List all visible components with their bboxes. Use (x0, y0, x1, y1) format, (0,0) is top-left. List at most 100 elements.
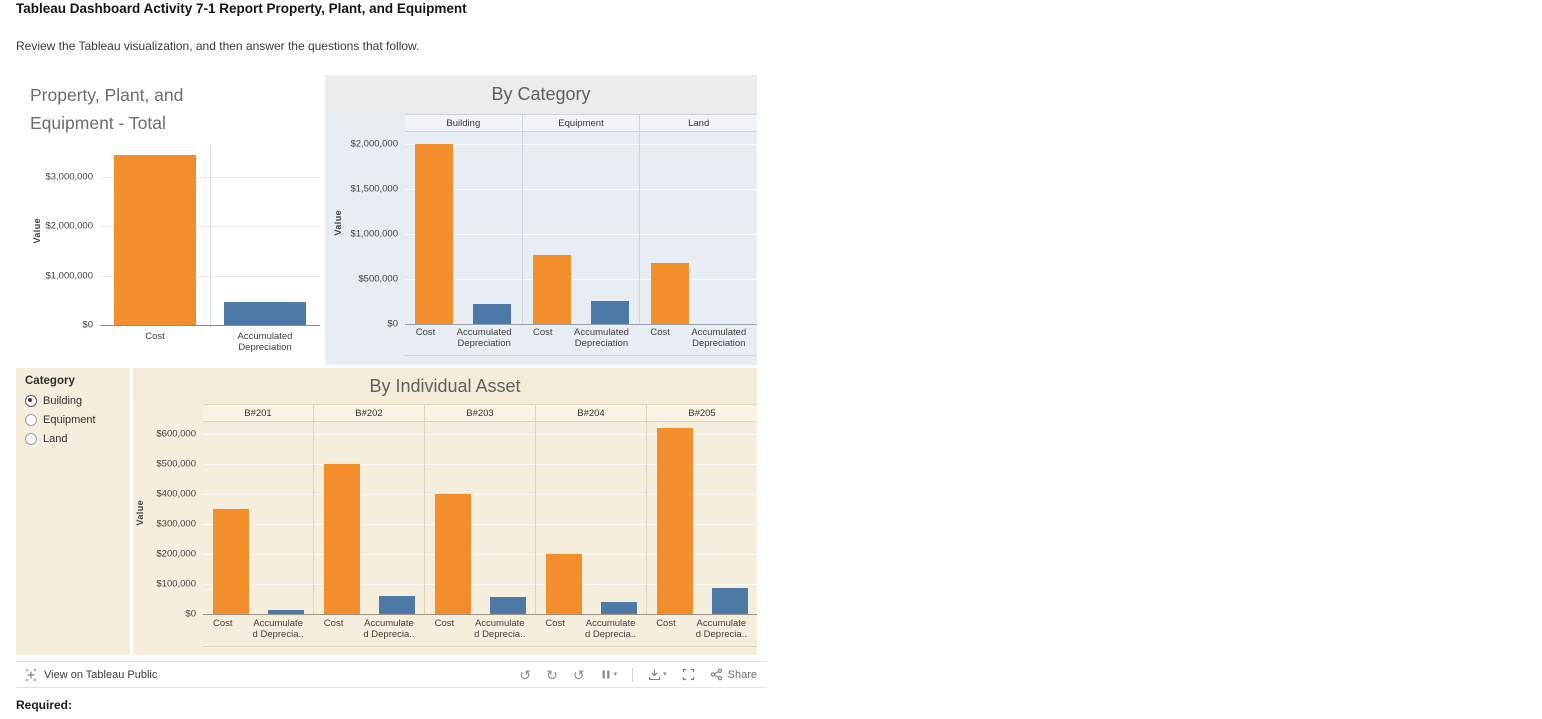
by-category-chart: By Category Building Equipment Land Value … (325, 75, 757, 365)
chart-pane (535, 420, 646, 614)
bar-b-204-accumulate-d-deprecia[interactable] (600, 601, 637, 614)
bar-equipment-cost[interactable] (532, 255, 571, 324)
pane-header-b-204: B#204 (535, 405, 646, 421)
bar-b-205-accumulate-d-deprecia[interactable] (711, 588, 748, 614)
chart-title: By Category (325, 75, 757, 113)
x-axis-label: Cost (415, 327, 436, 338)
gridlines (405, 130, 757, 324)
column-headers: B#201 B#202 B#203 B#204 B#205 (203, 404, 757, 422)
download-button[interactable]: ▾ (648, 668, 667, 681)
fullscreen-icon[interactable] (682, 668, 695, 681)
chart-pane (209, 145, 321, 325)
x-label-group: Cost Accumulated Depreciation (640, 327, 757, 350)
y-tick-label: $300,000 (156, 518, 196, 530)
panes (100, 145, 320, 325)
y-tick-label: $1,000,000 (45, 270, 93, 282)
bar-b-201-accumulate-d-deprecia[interactable] (267, 609, 304, 614)
replay-icon[interactable]: ↺ (572, 666, 585, 683)
chart-pane (521, 130, 640, 324)
x-label-group: Cost Accumulate d Deprecia.. (535, 618, 646, 641)
x-label-group: Cost Accumulate d Deprecia.. (646, 618, 757, 641)
chart-title: Property, Plant, and Equipment - Total (30, 85, 184, 133)
chart-pane (646, 420, 757, 614)
by-individual-asset-chart: By Individual Asset B#201 B#202 B#203 B#204… (133, 368, 757, 655)
pause-button[interactable]: ▾ (600, 668, 617, 681)
redo-icon[interactable]: ↻ (546, 666, 558, 683)
gridline (203, 463, 757, 465)
bar-b-202-cost[interactable] (323, 463, 360, 614)
radio-unselected-icon[interactable] (25, 433, 37, 445)
filter-option-label: Equipment (43, 414, 96, 426)
gridline (203, 553, 757, 555)
y-tick-label: $500,000 (358, 273, 398, 285)
bar-b-202-accumulate-d-deprecia[interactable] (378, 595, 415, 614)
y-tick-label: $600,000 (156, 428, 196, 440)
bar-equipment-accumulated-depreciation[interactable] (591, 301, 630, 324)
radio-selected-icon[interactable] (25, 395, 37, 407)
x-axis-label: Accumulate d Deprecia.. (695, 618, 747, 641)
bar-building-accumulated-depreciation[interactable] (473, 304, 512, 324)
bar-land-cost[interactable] (650, 262, 689, 324)
bar-b-205-cost[interactable] (656, 427, 693, 614)
chart-pane (405, 130, 522, 324)
page-title: Tableau Dashboard Activity 7-1 Report Pr… (16, 1, 467, 16)
x-axis-label: Accumulate d Deprecia.. (474, 618, 526, 641)
radio-unselected-icon[interactable] (25, 414, 37, 426)
pane-header-equipment: Equipment (521, 115, 640, 131)
filter-option-equipment[interactable]: Equipment (25, 414, 121, 426)
gridline (405, 233, 757, 235)
x-axis-label: Accumulated Depreciation (691, 327, 747, 350)
x-axis-label: Cost (434, 618, 455, 629)
share-button[interactable]: Share (710, 668, 757, 681)
gridline (203, 433, 757, 435)
bar-b-201-cost[interactable] (212, 508, 249, 614)
y-tick-label: $2,000,000 (350, 138, 398, 150)
caret-down-icon: ▾ (663, 671, 667, 678)
y-tick-label: $1,000,000 (350, 228, 398, 240)
x-label-group: Cost Accumulate d Deprecia.. (425, 618, 536, 641)
chart-pane (313, 420, 424, 614)
bar-accumulated-depreciation[interactable] (224, 301, 307, 325)
plot-area (405, 130, 757, 325)
y-tick-label: $100,000 (156, 578, 196, 590)
x-axis-labels: Cost Accumulate d Deprecia.. Cost Accumulat… (203, 618, 757, 647)
filter-option-land[interactable]: Land (25, 433, 121, 445)
filter-option-building[interactable]: Building (25, 395, 121, 407)
y-tick-label: $500,000 (156, 458, 196, 470)
bar-building-cost[interactable] (415, 143, 454, 324)
pane-header-b-205: B#205 (646, 405, 757, 421)
gridline (203, 583, 757, 585)
y-tick-label: $400,000 (156, 488, 196, 500)
pane-header-building: Building (446, 117, 481, 129)
y-tick-label: $0 (82, 319, 93, 331)
view-on-tableau-public-label: View on Tableau Public (44, 668, 158, 681)
view-on-tableau-public-link[interactable]: View on Tableau Public (24, 668, 157, 682)
gridlines (203, 420, 757, 614)
filter-option-label: Building (43, 395, 83, 407)
filter-option-label: Land (43, 433, 68, 445)
plot-area (203, 420, 757, 615)
x-label-group: Cost (100, 331, 210, 354)
plot-area (100, 145, 320, 326)
x-axis-labels: Cost Accumulated Depreciation (100, 331, 320, 354)
bar-b-203-accumulate-d-deprecia[interactable] (489, 597, 526, 614)
y-axis: $0 $500,000 $1,000,000 $1,500,000 $2,000,000 (343, 130, 401, 329)
x-axis-label: Accumulate d Deprecia.. (363, 618, 415, 641)
gridline (203, 493, 757, 495)
chart-pane (100, 145, 210, 325)
x-label-group: Cost Accumulated Depreciation (405, 327, 522, 350)
x-axis-label: Accumulate d Deprecia.. (252, 618, 304, 641)
x-axis-label: Cost (323, 618, 344, 629)
filter-title: Category (25, 375, 75, 387)
gridline (405, 278, 757, 280)
bar-b-203-cost[interactable] (434, 493, 471, 614)
bar-b-204-cost[interactable] (545, 553, 582, 614)
y-tick-label: $0 (387, 318, 398, 330)
x-axis-label: Accumulated Depreciation (456, 327, 512, 350)
share-label: Share (727, 668, 757, 681)
undo-icon[interactable]: ↺ (519, 666, 532, 683)
x-axis-label: Cost (145, 331, 165, 342)
x-axis-label: Cost (650, 327, 670, 338)
bar-cost[interactable] (113, 155, 196, 325)
